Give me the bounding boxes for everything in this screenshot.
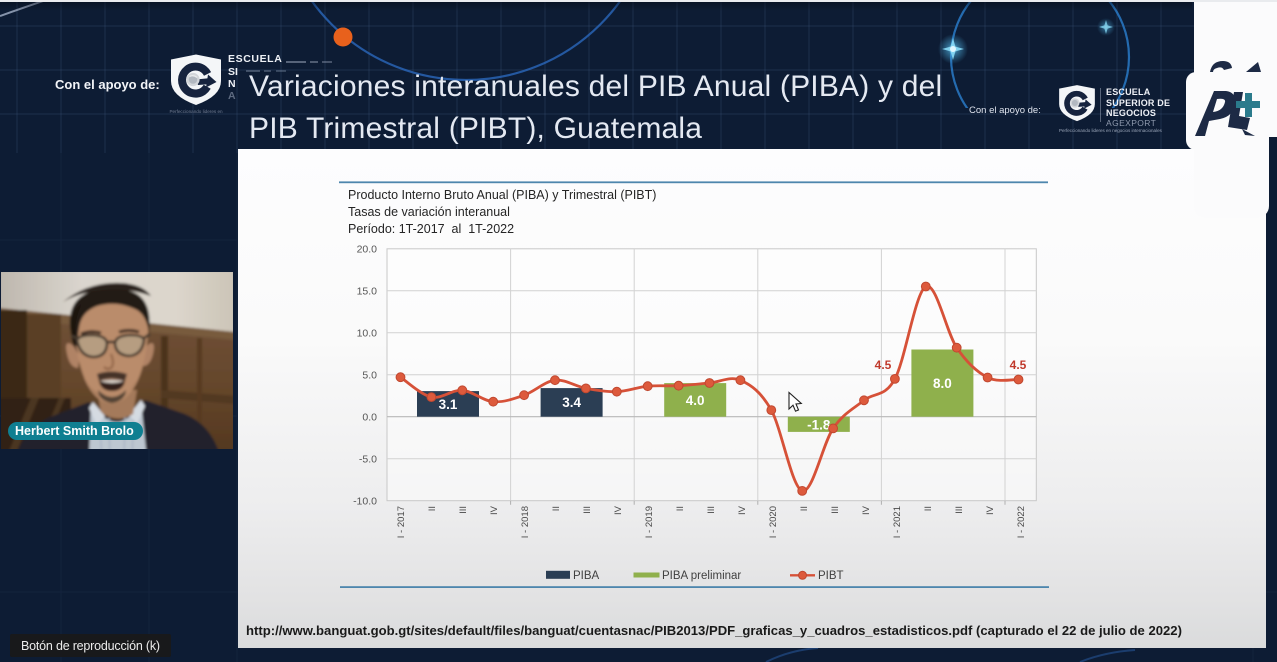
svg-text:I - 2021: I - 2021 [892, 506, 903, 538]
svg-text:PIBT: PIBT [818, 570, 844, 582]
svg-text:II: II [675, 506, 686, 511]
svg-text:5.0: 5.0 [362, 369, 377, 381]
svg-text:PIBA: PIBA [573, 570, 600, 582]
svg-text:3.4: 3.4 [562, 395, 581, 410]
svg-text:4.0: 4.0 [686, 393, 705, 408]
svg-text:I - 2020: I - 2020 [768, 506, 779, 538]
svg-text:Herbert Smith Brolo: Herbert Smith Brolo [15, 424, 134, 438]
svg-text:III: III [706, 506, 717, 514]
svg-text:II: II [427, 506, 438, 511]
svg-text:-10.0: -10.0 [353, 495, 377, 507]
svg-text:http://www.banguat.gob.gt/site: http://www.banguat.gob.gt/sites/default/… [246, 623, 1182, 638]
svg-text:Perfeccionando lideres en: Perfeccionando lideres en [169, 109, 223, 114]
svg-text:4.5: 4.5 [875, 358, 892, 372]
svg-text:20.0: 20.0 [357, 243, 378, 255]
svg-text:III: III [830, 506, 841, 514]
svg-text:Tasas de variación interanual: Tasas de variación interanual [348, 205, 510, 219]
svg-text:PIBA preliminar: PIBA preliminar [662, 570, 741, 582]
svg-text:8.0: 8.0 [933, 376, 952, 391]
svg-text:0.0: 0.0 [362, 411, 377, 423]
svg-text:4.5: 4.5 [1010, 358, 1027, 372]
svg-text:Producto Interno Bruto Anual (: Producto Interno Bruto Anual (PIBA) y Tr… [348, 188, 656, 202]
svg-text:IV: IV [861, 505, 872, 515]
svg-text:I - 2018: I - 2018 [520, 506, 531, 538]
svg-text:IV: IV [985, 505, 996, 515]
svg-text:IV: IV [613, 505, 624, 515]
svg-text:II: II [799, 506, 810, 511]
svg-text:Período: 1T-2017 al 1T-2022: Período: 1T-2017 al 1T-2022 [348, 222, 514, 236]
svg-text:-5.0: -5.0 [359, 453, 377, 465]
svg-text:III: III [954, 506, 965, 514]
svg-text:I - 2019: I - 2019 [644, 506, 655, 538]
svg-text:II: II [551, 506, 562, 511]
svg-text:I - 2017: I - 2017 [396, 506, 407, 538]
svg-text:-1.8: -1.8 [807, 418, 831, 433]
svg-text:III: III [458, 506, 469, 514]
svg-text:IV: IV [489, 505, 500, 515]
svg-text:I - 2022: I - 2022 [1016, 506, 1027, 538]
svg-text:3.1: 3.1 [439, 397, 458, 412]
svg-text:IV: IV [737, 505, 748, 515]
svg-text:II: II [923, 506, 934, 511]
svg-text:III: III [582, 506, 593, 514]
svg-text:10.0: 10.0 [357, 327, 378, 339]
svg-text:15.0: 15.0 [357, 285, 378, 297]
